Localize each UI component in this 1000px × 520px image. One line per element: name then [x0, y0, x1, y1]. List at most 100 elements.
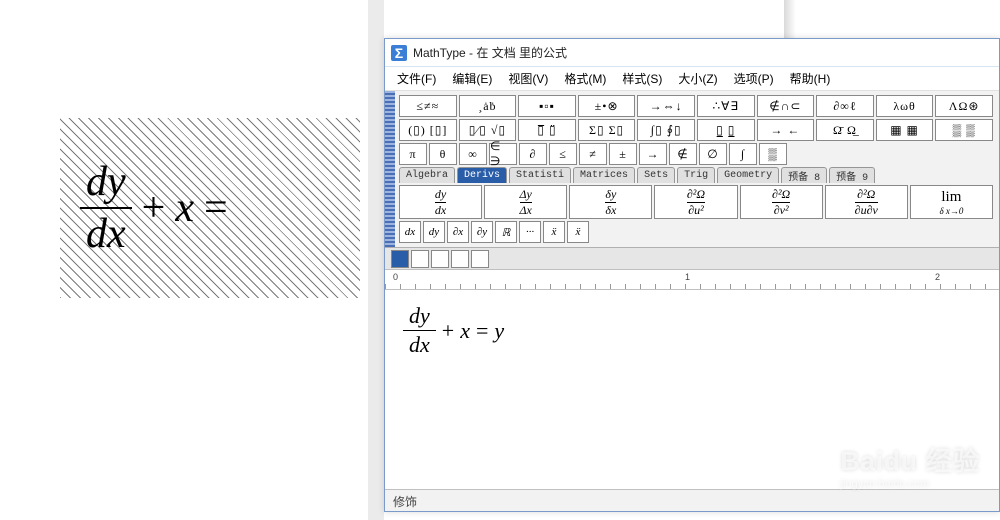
palette-button[interactable]: λωθ: [876, 95, 934, 117]
mini-template-button[interactable]: ℝ: [495, 221, 517, 243]
palette-button[interactable]: → ←: [757, 119, 815, 141]
palette-button[interactable]: π: [399, 143, 427, 165]
palette-button[interactable]: ∅: [699, 143, 727, 165]
palette-button[interactable]: ▪▫▪: [518, 95, 576, 117]
palette-button[interactable]: ∉∩⊂: [757, 95, 815, 117]
palette-row-2: (▯) [▯]▯⁄▯ √▯▯̅ ▯̈Σ▯ Σ▯∫▯ ∮▯▯̲ ▯̲→ ←Ω̄ Ω…: [399, 119, 993, 141]
status-text: 修饰: [393, 495, 417, 509]
menu-style[interactable]: 样式(S): [614, 68, 670, 89]
page-shadow: [784, 0, 796, 40]
template-button[interactable]: dydx: [399, 185, 482, 219]
toolbar-icon-4[interactable]: [451, 250, 469, 268]
mini-template-button[interactable]: ∂y: [471, 221, 493, 243]
menu-file[interactable]: 文件(F): [389, 68, 444, 89]
editor-equals: =: [476, 318, 488, 344]
mini-template-button[interactable]: dx: [399, 221, 421, 243]
watermark-brand: Baidu 经验: [841, 446, 980, 476]
palette-button[interactable]: ∂: [519, 143, 547, 165]
template-tab[interactable]: Derivs: [457, 167, 507, 183]
palette-button[interactable]: ∉: [669, 143, 697, 165]
template-tab[interactable]: Statisti: [509, 167, 571, 183]
palette-button[interactable]: →: [639, 143, 667, 165]
palette-button[interactable]: ∂∞ℓ: [816, 95, 874, 117]
menu-size[interactable]: 大小(Z): [670, 68, 725, 89]
plus-op: +: [142, 184, 166, 232]
palette-button[interactable]: ▒ ▒: [935, 119, 993, 141]
template-tab[interactable]: Geometry: [717, 167, 779, 183]
editor-term: x: [460, 318, 470, 344]
menu-view[interactable]: 视图(V): [500, 68, 556, 89]
palette-button[interactable]: ▯̅ ▯̈: [518, 119, 576, 141]
palette-button[interactable]: ΛΩ⊛: [935, 95, 993, 117]
toolbar-icon-5[interactable]: [471, 250, 489, 268]
ruler-tick-0: 0: [393, 272, 398, 282]
denominator: dx: [80, 211, 132, 257]
editor-denominator: dx: [403, 333, 436, 357]
template-button[interactable]: ∂²Ω∂u∂v: [825, 185, 908, 219]
doc-equation: dy dx + x =: [80, 159, 228, 257]
palette-button[interactable]: ∫▯ ∮▯: [637, 119, 695, 141]
palette-button[interactable]: ±: [609, 143, 637, 165]
template-tab[interactable]: Trig: [677, 167, 715, 183]
palette-button[interactable]: ∞: [459, 143, 487, 165]
template-tab[interactable]: Algebra: [399, 167, 455, 183]
watermark-sub: jingyan.baidu.com: [841, 478, 980, 490]
mini-template-button[interactable]: ẍ: [567, 221, 589, 243]
numerator: dy: [80, 159, 132, 205]
palette-grip[interactable]: [385, 91, 395, 247]
template-button[interactable]: ∂²Ω∂u²: [654, 185, 737, 219]
mini-template-button[interactable]: ···: [519, 221, 541, 243]
template-button[interactable]: limδ x→0: [910, 185, 993, 219]
menu-options[interactable]: 选项(P): [726, 68, 782, 89]
editor-plus: +: [442, 318, 454, 344]
palette-button[interactable]: Σ▯ Σ▯: [578, 119, 636, 141]
palette-button[interactable]: ≤≠≈: [399, 95, 457, 117]
editor-numerator: dy: [403, 304, 436, 328]
template-tab[interactable]: 预备 9: [829, 167, 875, 183]
toolbar-color-icon[interactable]: [391, 250, 409, 268]
title-bar[interactable]: Σ MathType - 在 文档 里的公式: [385, 39, 999, 67]
mini-template-button[interactable]: dy: [423, 221, 445, 243]
palette-button[interactable]: ≠: [579, 143, 607, 165]
toolbar-icon-3[interactable]: [431, 250, 449, 268]
ruler-tick-1: 1: [685, 272, 690, 282]
palette-button[interactable]: ∈ ∋: [489, 143, 517, 165]
palette-button[interactable]: ▦ ▦: [876, 119, 934, 141]
palette-button[interactable]: ▒: [759, 143, 787, 165]
template-tab[interactable]: Matrices: [573, 167, 635, 183]
menu-help[interactable]: 帮助(H): [782, 68, 839, 89]
palette-button[interactable]: θ: [429, 143, 457, 165]
template-button[interactable]: ∂²Ω∂v²: [740, 185, 823, 219]
template-tab[interactable]: 预备 8: [781, 167, 827, 183]
equals-op: =: [204, 184, 228, 232]
menu-format[interactable]: 格式(M): [556, 68, 614, 89]
palette-button[interactable]: ∴∀∃: [697, 95, 755, 117]
menu-edit[interactable]: 编辑(E): [444, 68, 500, 89]
ruler[interactable]: 0 1 2: [385, 270, 999, 290]
mini-template-button[interactable]: ẍ: [543, 221, 565, 243]
palette-button[interactable]: ∫: [729, 143, 757, 165]
palette-button[interactable]: ±•⊗: [578, 95, 636, 117]
palette-row-1: ≤≠≈¸ȧḃ▪▫▪±•⊗→⇔↓∴∀∃∉∩⊂∂∞ℓλωθΛΩ⊛: [399, 95, 993, 117]
editor-fraction-bar: [403, 330, 436, 331]
palette-button[interactable]: ▯̲ ▯̲: [697, 119, 755, 141]
palette-button[interactable]: ▯⁄▯ √▯: [459, 119, 517, 141]
palette-button[interactable]: Ω̄ Ω̲: [816, 119, 874, 141]
selected-equation-object[interactable]: dy dx + x =: [60, 118, 360, 298]
editor-fraction: dy dx: [403, 304, 436, 357]
palette-button[interactable]: ≤: [549, 143, 577, 165]
menu-bar: 文件(F) 编辑(E) 视图(V) 格式(M) 样式(S) 大小(Z) 选项(P…: [385, 67, 999, 91]
palette-row-3: πθ∞∈ ∋∂≤≠±→∉∅∫▒: [399, 143, 993, 165]
palette-button[interactable]: →⇔↓: [637, 95, 695, 117]
palette-button[interactable]: (▯) [▯]: [399, 119, 457, 141]
mini-template-button[interactable]: ∂x: [447, 221, 469, 243]
template-tab[interactable]: Sets: [637, 167, 675, 183]
watermark: Baidu 经验 jingyan.baidu.com: [841, 441, 980, 490]
fraction-bar: [80, 207, 132, 209]
template-button[interactable]: δyδx: [569, 185, 652, 219]
palette-button[interactable]: ¸ȧḃ: [459, 95, 517, 117]
editor-equation: dy dx + x = y: [403, 304, 981, 357]
status-bar: 修饰: [385, 489, 999, 511]
toolbar-icon-2[interactable]: [411, 250, 429, 268]
template-button[interactable]: ΔyΔx: [484, 185, 567, 219]
